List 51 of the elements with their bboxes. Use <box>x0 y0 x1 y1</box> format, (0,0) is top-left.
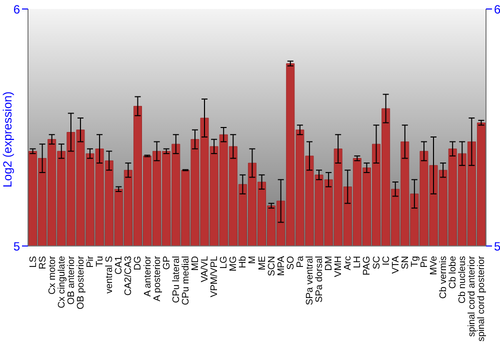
x-tick-label: Hb <box>238 256 249 268</box>
x-tick-label: CPu medial <box>180 256 192 306</box>
x-tick-label: MG <box>228 256 240 272</box>
x-tick-label: spinal cord anterior <box>466 256 478 337</box>
x-tick-label: SCN <box>266 256 278 276</box>
x-tick-label: OB anterior <box>66 256 77 305</box>
x-tick-label: SC <box>371 256 382 270</box>
x-tick-label: OB posterior <box>75 256 86 310</box>
x-tick-label: MD <box>190 256 201 271</box>
x-tick-label: LG <box>218 256 230 269</box>
x-tick-label: ME <box>256 256 268 270</box>
x-tick-label: VA/VL <box>200 256 211 282</box>
x-tick-label: DG <box>132 256 144 270</box>
x-tick-label: VPM/VPL <box>209 256 220 298</box>
x-tick-label: LS <box>28 256 39 268</box>
x-tick-label: DM <box>324 256 335 271</box>
x-tick-label: CA1 <box>114 256 125 274</box>
y-axis-title: Log2 (expression) <box>0 91 14 188</box>
x-tick-label: Cx motor <box>46 256 58 295</box>
x-tick-label: A posterior <box>152 256 163 302</box>
x-tick-label: Cb lobe <box>448 256 459 289</box>
x-tick-label: Cx cingulate <box>56 256 68 308</box>
x-tick-label: spinal cord posterior <box>476 256 488 342</box>
x-tick-label: SPa dorsal <box>314 256 326 302</box>
x-tick-label: ventral S <box>104 256 116 294</box>
x-tick-label: Pir <box>85 256 96 268</box>
x-tick-label: VMH <box>333 256 344 278</box>
x-tick-label: M <box>247 256 258 264</box>
y2-tick-label: 5 <box>494 239 500 254</box>
x-tick-label: Tu <box>94 256 106 267</box>
x-tick-label: SPa ventral <box>304 256 316 306</box>
x-tick-label: VTA <box>390 255 402 274</box>
x-tick-label: RS <box>37 256 48 270</box>
y2-tick-label: 6 <box>494 2 500 16</box>
x-tick-label: SN <box>400 256 411 270</box>
x-tick-label: PAG <box>362 256 373 276</box>
x-tick-label: Cb vermis <box>438 256 450 299</box>
x-tick-label: Pa <box>294 255 306 268</box>
x-tick-label: CPu lateral <box>170 256 182 303</box>
x-tick-label: MPA <box>276 255 287 276</box>
x-tick-label: Pn <box>418 256 430 268</box>
x-tick-label: Tg <box>409 256 420 268</box>
x-tick-label: IC <box>380 256 392 266</box>
x-tick-label: Cb nucleus <box>457 256 468 304</box>
x-tick-label: GP <box>161 256 172 270</box>
x-tick-label: MVe <box>428 256 440 276</box>
x-tick-label: A anterior <box>142 256 154 297</box>
x-tick-label: SO <box>285 256 296 270</box>
x-tick-label: LH <box>352 256 364 268</box>
x-tick-label: Arc <box>342 256 354 270</box>
x-tick-label: CA2/CA3 <box>123 256 134 296</box>
